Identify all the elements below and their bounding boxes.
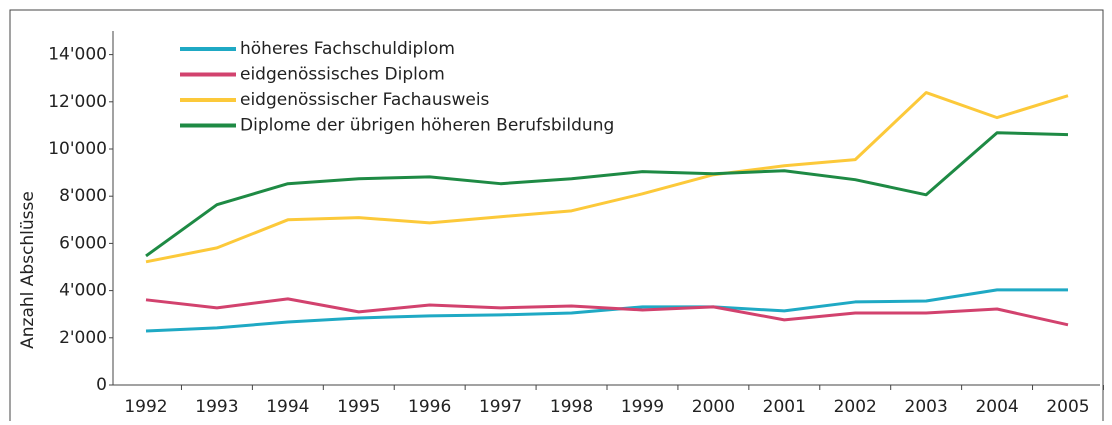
x-tick-label: 2000 <box>692 397 735 417</box>
y-axis-label: Anzahl Abschlüsse <box>18 191 38 349</box>
frame <box>9 9 1104 425</box>
x-tick-label: 2003 <box>905 397 948 417</box>
series-line <box>145 91 1069 264</box>
series-line <box>145 297 1069 327</box>
x-tick-label: 1997 <box>479 397 522 417</box>
y-tick-label: 14'000 <box>48 45 107 65</box>
y-tick-label: 2'000 <box>59 328 107 348</box>
series-line <box>145 288 1068 333</box>
x-tick-label: 1996 <box>408 397 451 417</box>
x-tick-label: 1999 <box>621 397 664 417</box>
y-tick-label: 10'000 <box>48 139 107 159</box>
legend-label: eidgenössischer Fachausweis <box>240 90 490 110</box>
x-tick-label: 1992 <box>124 397 167 417</box>
y-tick-label: 8'000 <box>59 186 107 206</box>
x-tick-label: 1998 <box>550 397 593 417</box>
y-tick-label: 4'000 <box>59 281 107 301</box>
x-tick-label: 2001 <box>763 397 806 417</box>
x-tick-label: 1995 <box>337 397 380 417</box>
y-tick-label: 6'000 <box>59 233 107 253</box>
x-tick-label: 2002 <box>834 397 877 417</box>
x-tick-label: 2005 <box>1046 397 1089 417</box>
legend-box <box>172 37 642 141</box>
legend-label: Diplome der übrigen höheren Berufsbildun… <box>240 116 614 136</box>
y-tick-label: 0 <box>96 375 107 395</box>
legend-label: höheres Fachschuldiplom <box>240 39 455 59</box>
x-tick-label: 2004 <box>975 397 1018 417</box>
y-tick-label: 12'000 <box>48 92 107 112</box>
x-tick-label: 1993 <box>195 397 238 417</box>
legend-label: eidgenössisches Diplom <box>240 65 445 85</box>
x-tick-label: 1994 <box>266 397 309 417</box>
series-line <box>145 131 1069 258</box>
